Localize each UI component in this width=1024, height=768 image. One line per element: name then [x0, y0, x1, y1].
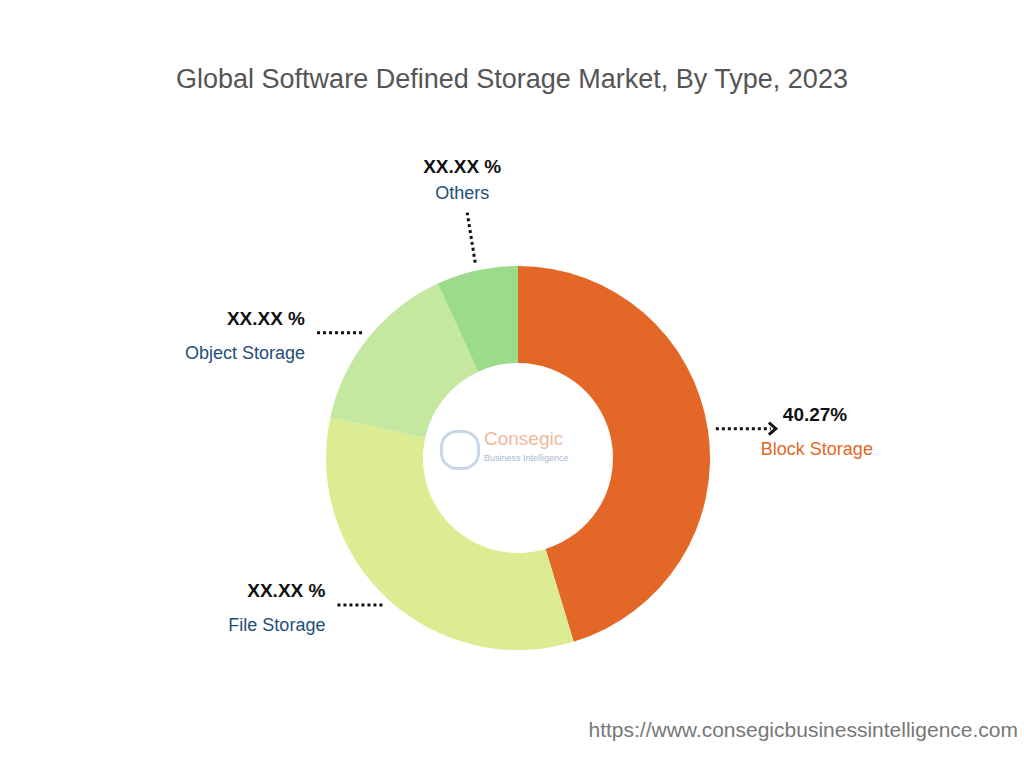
svg-text:Others: Others: [435, 183, 489, 203]
svg-text:Object Storage: Object Storage: [185, 343, 305, 363]
svg-text:XX.XX %: XX.XX %: [423, 156, 501, 177]
svg-text:XX.XX %: XX.XX %: [247, 580, 325, 601]
html-text:Global Software Defined Storag: Global Software Defined Storage Market, …: [176, 64, 848, 94]
html-text:Business Intelligence: Business Intelligence: [484, 453, 569, 463]
svg-text:File Storage: File Storage: [228, 615, 325, 635]
html-text:Consegic: Consegic: [484, 428, 564, 449]
html-text:https://www.consegicbusinessin: https://www.consegicbusinessintelligence…: [588, 718, 1018, 741]
svg-text:XX.XX %: XX.XX %: [227, 308, 305, 329]
svg-text:Block Storage: Block Storage: [761, 439, 873, 459]
svg-text:40.27%: 40.27%: [783, 404, 848, 425]
